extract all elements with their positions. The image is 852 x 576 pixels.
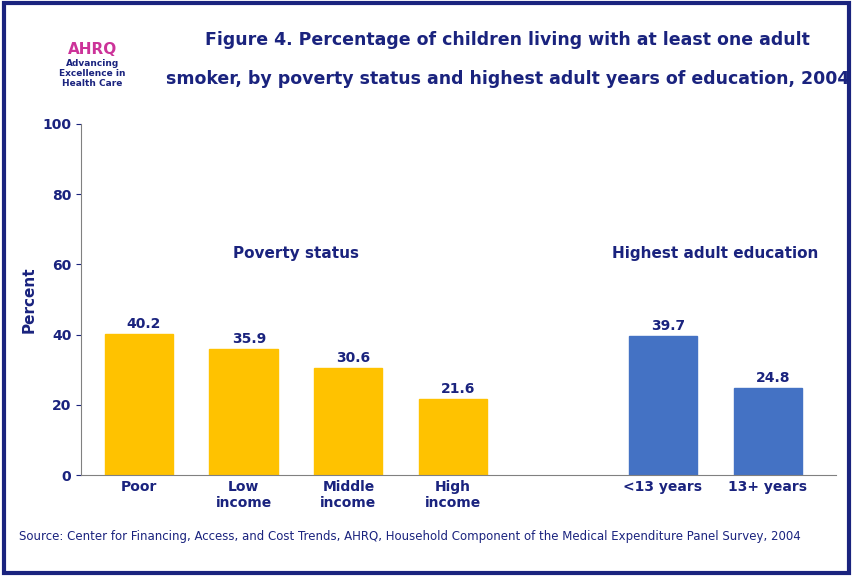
Bar — [314, 367, 382, 475]
Text: Highest adult education: Highest adult education — [612, 247, 818, 262]
Text: smoker, by poverty status and highest adult years of education, 2004: smoker, by poverty status and highest ad… — [165, 70, 849, 88]
Bar — [733, 388, 801, 475]
Text: 40.2: 40.2 — [127, 317, 161, 331]
Text: 39.7: 39.7 — [650, 319, 684, 333]
Bar — [628, 336, 696, 475]
Bar — [210, 349, 277, 475]
Text: AHRQ: AHRQ — [67, 41, 117, 56]
Text: 35.9: 35.9 — [232, 332, 266, 346]
Text: 24.8: 24.8 — [755, 372, 789, 385]
Text: 30.6: 30.6 — [337, 351, 371, 365]
Y-axis label: Percent: Percent — [22, 266, 37, 333]
Text: Figure 4. Percentage of children living with at least one adult: Figure 4. Percentage of children living … — [204, 31, 809, 49]
Text: Advancing
Excellence in
Health Care: Advancing Excellence in Health Care — [59, 59, 125, 89]
Text: Source: Center for Financing, Access, and Cost Trends, AHRQ, Household Component: Source: Center for Financing, Access, an… — [19, 530, 799, 543]
Bar — [418, 399, 486, 475]
Text: Poverty status: Poverty status — [233, 247, 359, 262]
Text: 21.6: 21.6 — [440, 382, 475, 396]
Bar — [105, 334, 173, 475]
